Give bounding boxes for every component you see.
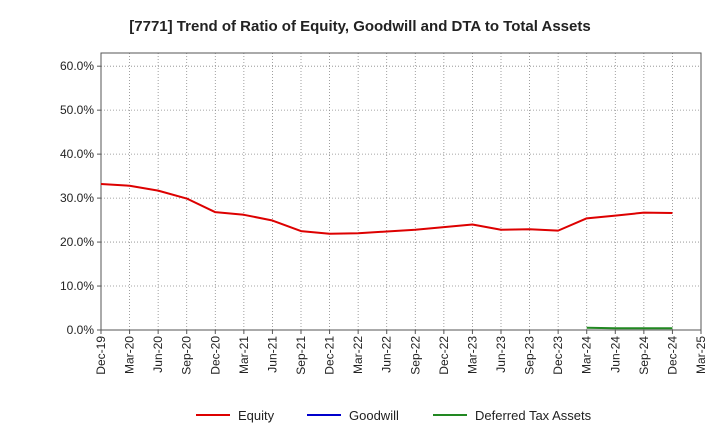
x-tick-label: Jun-20 — [151, 336, 165, 373]
y-tick-label: 50.0% — [60, 103, 94, 117]
x-tick-label: Dec-23 — [551, 336, 565, 375]
y-tick-label: 30.0% — [60, 191, 94, 205]
x-tick-label: Dec-19 — [94, 336, 108, 375]
x-tick-label: Mar-24 — [580, 336, 594, 374]
x-tick-label: Dec-20 — [208, 336, 222, 375]
plot-frame — [100, 52, 702, 331]
x-tick-label: Jun-23 — [494, 336, 508, 373]
y-tick-label: 60.0% — [60, 59, 94, 73]
x-tick-label: Mar-20 — [123, 336, 137, 374]
axis-layer: Dec-19 Mar-20 Jun-20 Sep-20 Dec-20 Mar-21 Jun-… — [60, 52, 708, 375]
legend-label: Equity — [238, 408, 275, 423]
grid-layer — [101, 53, 701, 330]
x-tick-label: Sep-20 — [180, 336, 194, 375]
chart-title: [7771] Trend of Ratio of Equity, Goodwil… — [129, 18, 590, 35]
x-tick-label: Mar-22 — [351, 336, 365, 374]
x-tick-label: Jun-21 — [265, 336, 279, 373]
x-tick-label: Mar-21 — [237, 336, 251, 374]
x-tick-label: Sep-22 — [408, 336, 422, 375]
x-tick-label: Mar-23 — [465, 336, 479, 374]
x-tick-label: Sep-21 — [294, 336, 308, 375]
x-tick-label: Sep-23 — [523, 336, 537, 375]
y-tick-label: 20.0% — [60, 235, 94, 249]
legend-label: Deferred Tax Assets — [475, 408, 592, 423]
x-tick-label: Dec-22 — [437, 336, 451, 375]
x-tick-label: Jun-24 — [608, 336, 622, 373]
y-tick-label: 0.0% — [67, 323, 95, 337]
y-tick-label: 40.0% — [60, 147, 94, 161]
series-line-0 — [100, 183, 673, 235]
legend-label: Goodwill — [349, 408, 399, 423]
y-tick-label: 10.0% — [60, 279, 94, 293]
x-tick-label: Dec-21 — [323, 336, 337, 375]
legend: Equity Goodwill Deferred Tax Assets — [196, 408, 592, 423]
x-tick-label: Jun-22 — [380, 336, 394, 373]
x-tick-label: Mar-25 — [694, 336, 708, 374]
series-layer — [100, 183, 673, 330]
x-tick-label: Dec-24 — [665, 336, 679, 375]
x-tick-label: Sep-24 — [637, 336, 651, 375]
